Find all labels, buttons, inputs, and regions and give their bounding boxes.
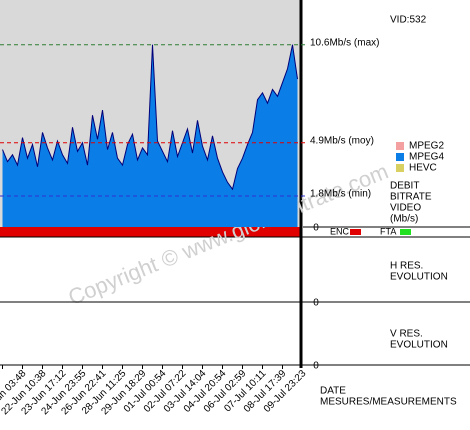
y-tick-label: 0 [313, 223, 319, 234]
panel-label: EVOLUTION [390, 272, 448, 283]
reference-label: 4.9Mb/s (moy) [310, 135, 374, 146]
reference-label: 1.8Mb/s (min) [310, 189, 371, 200]
encryption-bar [0, 227, 300, 237]
panel-tick-label: 0 [313, 361, 319, 372]
panel-tick-label: 0 [313, 298, 319, 309]
legend-label: MPEG2 [409, 141, 444, 152]
legend-label: MPEG4 [409, 152, 444, 163]
status-label: FTA [380, 226, 396, 236]
y-axis-label: DEBIT [390, 181, 419, 192]
panel-label: EVOLUTION [390, 340, 448, 351]
x-axis-label: MESURES/MEASUREMENTS [320, 397, 457, 408]
panel-label: V RES. [390, 329, 423, 340]
reference-label: 10.6Mb/s (max) [310, 37, 379, 48]
status-swatch [350, 229, 361, 235]
y-axis-label: (Mb/s) [390, 214, 418, 225]
y-axis-label: BITRATE [390, 192, 432, 203]
area [2, 44, 298, 227]
panel-label: H RES. [390, 261, 423, 272]
status-swatch [400, 229, 411, 235]
legend-swatch [396, 153, 404, 161]
legend-swatch [396, 142, 404, 150]
status-label: ENC [330, 226, 350, 236]
id-label: VID:532 [390, 15, 427, 26]
legend-swatch [396, 164, 404, 172]
x-axis-label: DATE [320, 386, 346, 397]
legend-label: HEVC [409, 163, 437, 174]
y-axis-label: VIDEO [390, 203, 421, 214]
